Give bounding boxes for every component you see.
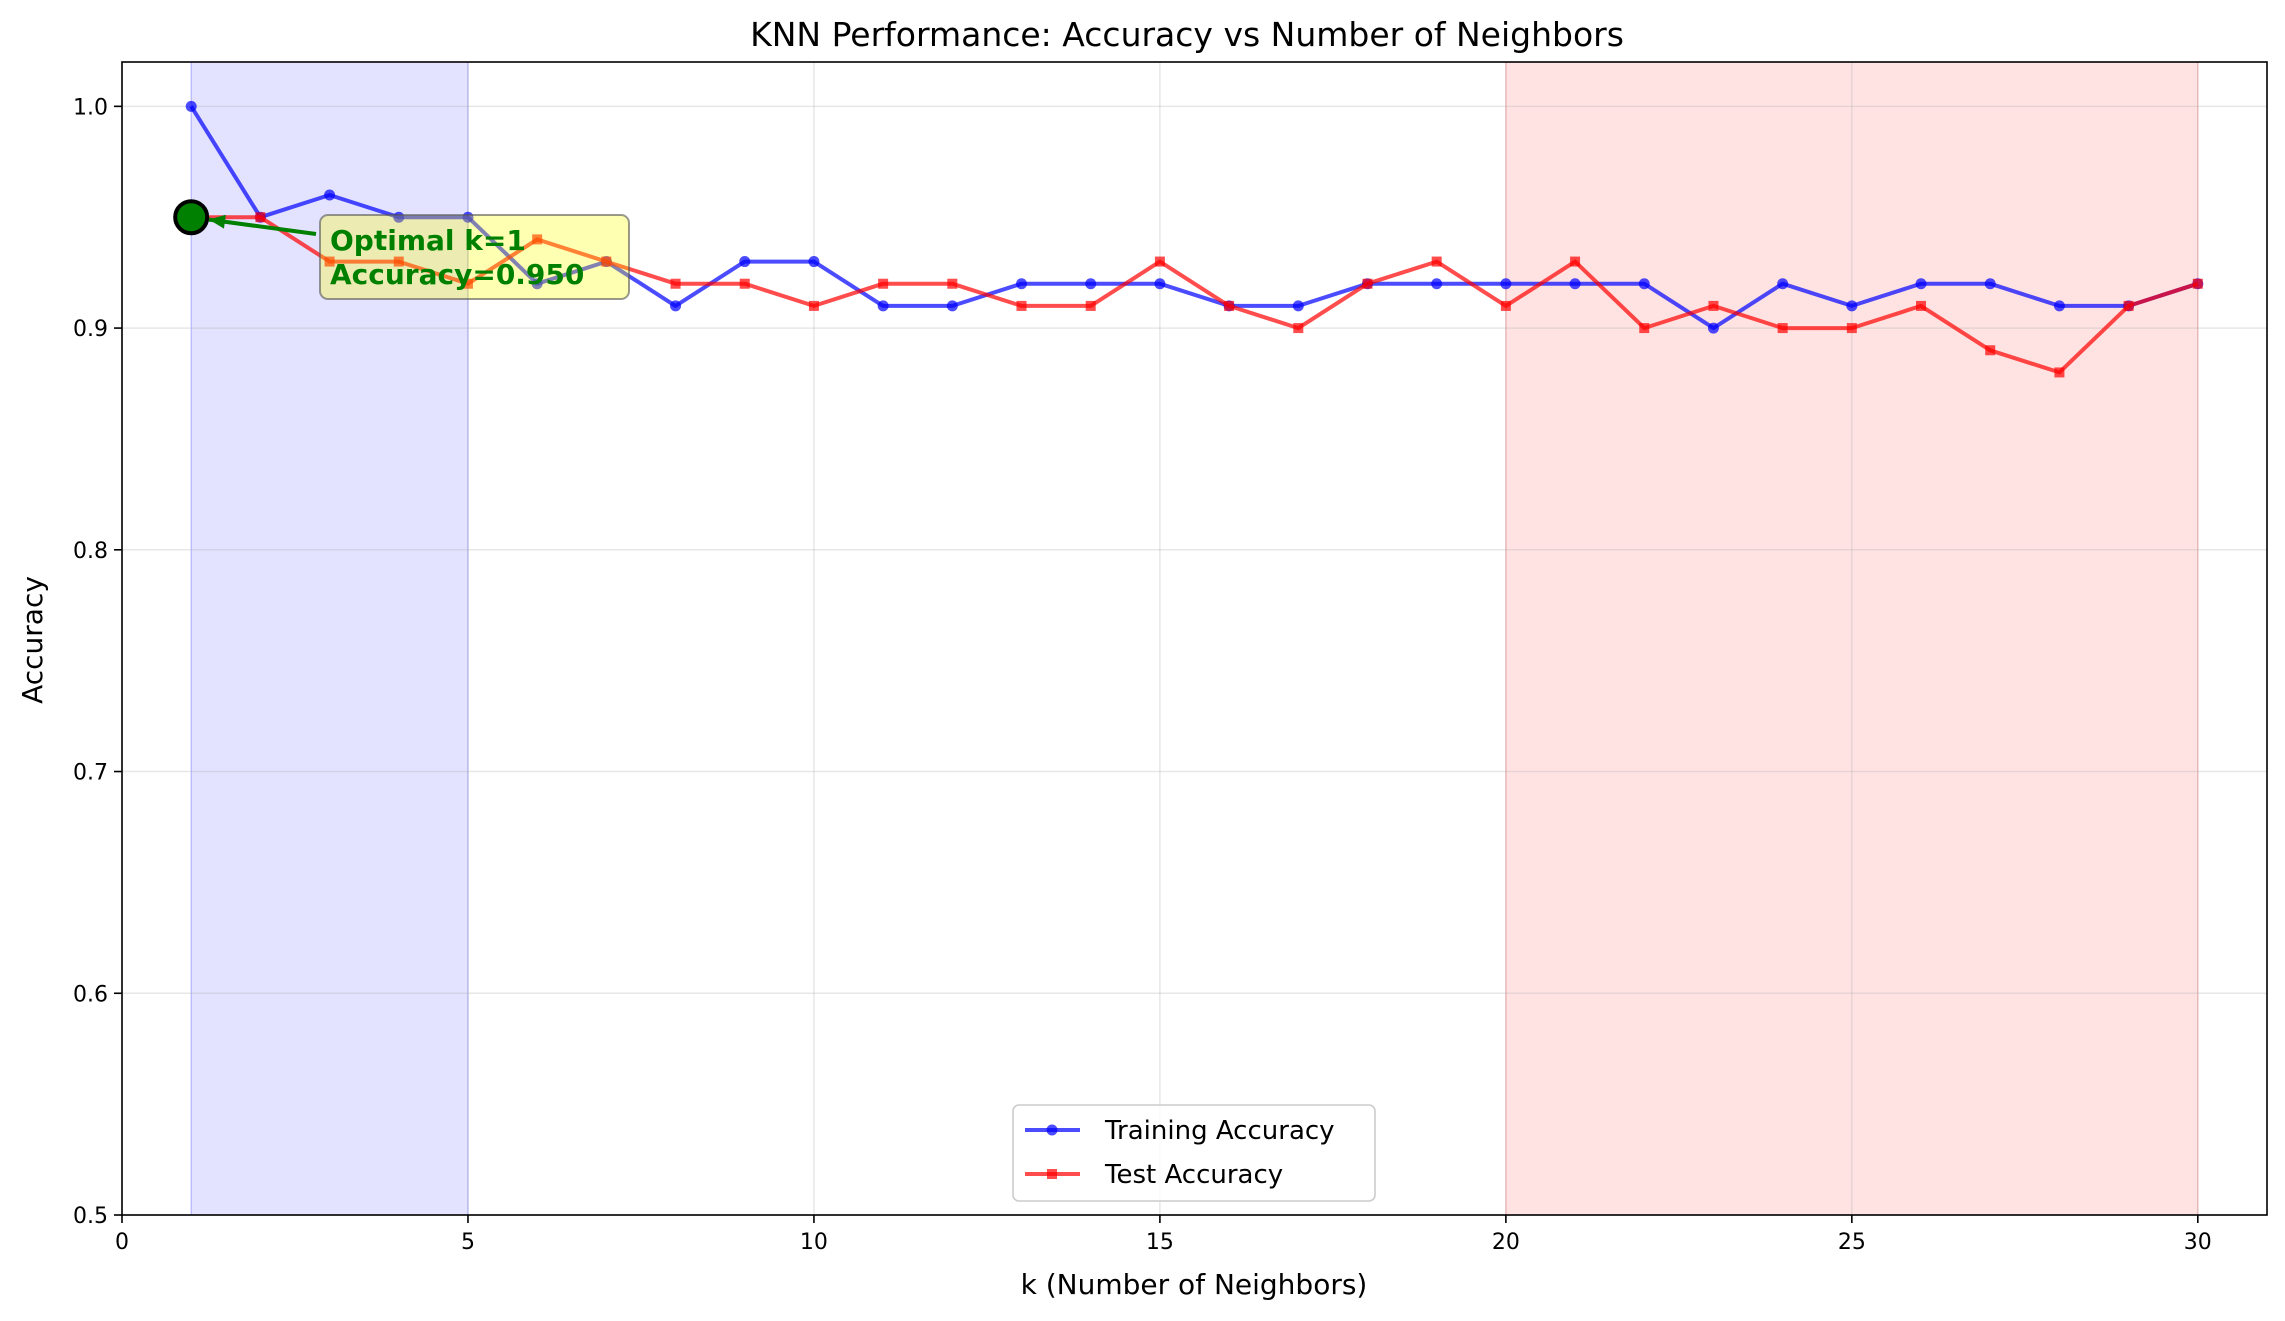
y-axis-label: Accuracy xyxy=(16,576,49,704)
data-series xyxy=(185,100,2204,378)
training-accuracy-point xyxy=(1292,300,1304,312)
training-accuracy-point xyxy=(1016,278,1028,290)
training-accuracy-point xyxy=(877,300,889,312)
legend-test-label: Test Accuracy xyxy=(1104,1160,1283,1190)
annotation-arrowhead xyxy=(209,214,226,229)
annotation-arrow xyxy=(208,217,317,236)
x-axis-label: k (Number of Neighbors) xyxy=(1021,1268,1368,1301)
test-accuracy-point xyxy=(1362,278,1373,289)
test-accuracy-point xyxy=(1500,300,1511,311)
training-accuracy-point xyxy=(946,300,958,312)
test-accuracy-point xyxy=(1639,323,1650,334)
x-tick-label: 15 xyxy=(1146,1230,1174,1255)
test-accuracy-point xyxy=(1085,300,1096,311)
shaded-region-0 xyxy=(191,62,468,1215)
legend-training-marker xyxy=(1046,1124,1058,1136)
test-accuracy-point xyxy=(1293,323,1304,334)
x-tick-label: 20 xyxy=(1492,1230,1520,1255)
chart-title: KNN Performance: Accuracy vs Number of N… xyxy=(750,15,1624,54)
y-tick-label: 0.9 xyxy=(73,317,108,342)
test-accuracy-point xyxy=(947,278,958,289)
y-tick-label: 0.7 xyxy=(73,761,108,786)
test-accuracy-point xyxy=(739,278,750,289)
test-accuracy-point xyxy=(1708,300,1719,311)
test-accuracy-point xyxy=(1916,300,1927,311)
optimal-point-marker xyxy=(173,199,210,236)
x-tick-label: 5 xyxy=(461,1230,475,1255)
annotation-line-1: Optimal k=1 xyxy=(330,224,526,257)
plot-frame xyxy=(121,61,2268,1216)
test-accuracy-point xyxy=(2123,300,2134,311)
test-accuracy-point xyxy=(878,278,889,289)
test-accuracy-point xyxy=(808,300,819,311)
test-accuracy-point xyxy=(255,212,266,223)
series-line-0 xyxy=(189,105,2199,331)
test-accuracy-point xyxy=(1016,300,1027,311)
training-accuracy-point xyxy=(1846,300,1858,312)
training-accuracy-point xyxy=(739,256,751,268)
training-accuracy-point xyxy=(185,100,197,112)
training-accuracy-point xyxy=(1984,278,1996,290)
legend-training-label: Training Accuracy xyxy=(1104,1116,1335,1146)
legend-box xyxy=(1012,1104,1376,1202)
legend: Training Accuracy Test Accuracy xyxy=(1012,1104,1376,1202)
test-accuracy-point xyxy=(2192,278,2203,289)
test-accuracy-point xyxy=(1846,323,1857,334)
test-accuracy-point xyxy=(324,256,335,267)
shaded-region-1 xyxy=(1505,62,2198,1215)
y-tick-label: 0.5 xyxy=(73,1204,108,1229)
test-accuracy-point xyxy=(393,256,404,267)
test-accuracy-point xyxy=(1985,345,1996,356)
x-tick-label: 0 xyxy=(115,1230,129,1255)
training-accuracy-point xyxy=(1085,278,1097,290)
training-accuracy-point xyxy=(1154,278,1166,290)
optimal-k-annotation: Optimal k=1 Accuracy=0.950 xyxy=(208,214,630,300)
test-accuracy-point xyxy=(1224,300,1235,311)
annotation-box xyxy=(319,214,630,300)
training-accuracy-point xyxy=(1500,278,1512,290)
training-accuracy-point xyxy=(2053,300,2065,312)
series-line-1 xyxy=(191,215,2199,375)
test-accuracy-point xyxy=(462,278,473,289)
legend-test-marker xyxy=(1047,1169,1057,1179)
training-accuracy-point xyxy=(1707,322,1719,334)
test-accuracy-point xyxy=(670,278,681,289)
test-accuracy-point xyxy=(1570,256,1581,267)
training-accuracy-point xyxy=(808,256,820,268)
test-accuracy-point xyxy=(601,256,612,267)
optimal-point-layer xyxy=(173,199,210,236)
x-tick-label: 30 xyxy=(2184,1230,2212,1255)
training-accuracy-point xyxy=(531,278,543,290)
y-tick-label: 1.0 xyxy=(73,95,108,120)
training-accuracy-point xyxy=(1915,278,1927,290)
training-accuracy-point xyxy=(1569,278,1581,290)
training-accuracy-point xyxy=(1638,278,1650,290)
test-accuracy-point xyxy=(1431,256,1442,267)
training-accuracy-point xyxy=(324,189,336,201)
y-tick-label: 0.6 xyxy=(73,982,108,1007)
training-accuracy-point xyxy=(1431,278,1443,290)
training-accuracy-point xyxy=(670,300,682,312)
test-accuracy-point xyxy=(1777,323,1788,334)
axis-ticks: 0 5 10 15 20 25 30 0.5 0.6 0.7 0.8 0.9 1.0 xyxy=(73,95,2212,1255)
test-accuracy-point xyxy=(532,234,543,245)
y-tick-label: 0.8 xyxy=(73,539,108,564)
test-accuracy-point xyxy=(1154,256,1165,267)
shaded-regions xyxy=(190,62,2199,1215)
x-tick-label: 25 xyxy=(1838,1230,1866,1255)
test-accuracy-point xyxy=(2054,367,2065,378)
x-tick-label: 10 xyxy=(800,1230,828,1255)
annotation-line-2: Accuracy=0.950 xyxy=(330,258,584,291)
training-accuracy-point xyxy=(1777,278,1789,290)
